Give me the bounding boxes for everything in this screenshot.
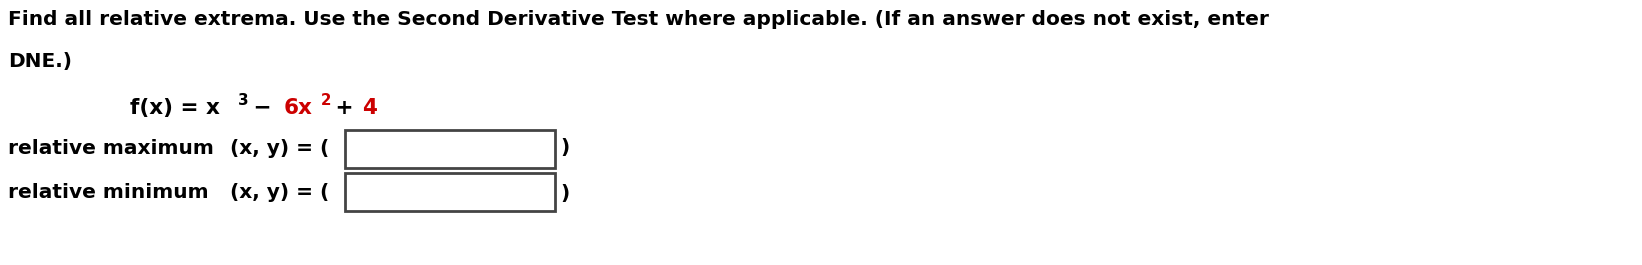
Text: DNE.): DNE.) <box>8 52 72 71</box>
Bar <box>345 130 555 168</box>
Bar <box>345 173 555 211</box>
Text: 6x: 6x <box>284 98 314 118</box>
Text: 3: 3 <box>238 93 248 108</box>
Text: ): ) <box>560 183 570 202</box>
Text: +: + <box>328 98 361 118</box>
Text: relative minimum: relative minimum <box>8 183 209 202</box>
Text: 4: 4 <box>361 98 378 118</box>
Text: (x, y) = (: (x, y) = ( <box>230 139 330 157</box>
Text: f(x) = x: f(x) = x <box>130 98 220 118</box>
Text: relative maximum: relative maximum <box>8 139 213 157</box>
Text: 2: 2 <box>320 93 332 108</box>
Text: −: − <box>246 98 279 118</box>
Text: ): ) <box>560 139 570 157</box>
Text: Find all relative extrema. Use the Second Derivative Test where applicable. (If : Find all relative extrema. Use the Secon… <box>8 10 1269 29</box>
Text: (x, y) = (: (x, y) = ( <box>230 183 330 202</box>
